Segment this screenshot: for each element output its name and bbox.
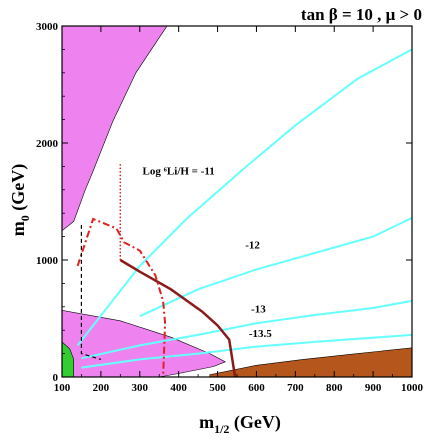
- region-excluded-top: [61, 25, 168, 232]
- annotations-layer: Log ⁶Li/H = -11 -12 -13 -13.5: [143, 166, 273, 341]
- ticks-layer: 100 200 300 400 500 600 700 800 900 1000 0 1000 2000…: [36, 21, 424, 394]
- x-tick-label-600: 600: [248, 382, 265, 394]
- contours-layer: [76, 48, 413, 369]
- x-tick-label-500: 500: [209, 382, 226, 394]
- region-charged-lsp: [209, 347, 413, 378]
- contour-line-3: [81, 333, 413, 369]
- chart-title: tan β = 10 , μ > 0: [301, 5, 422, 24]
- y-tick-label-1000: 1000: [36, 255, 59, 267]
- contour-line-2: [81, 299, 413, 360]
- contour-label-2: -13: [251, 304, 266, 316]
- x-tick-label-800: 800: [326, 382, 343, 394]
- x-tick-label-300: 300: [132, 382, 149, 394]
- y-tick-label-3000: 3000: [36, 21, 59, 33]
- x-tick-label-400: 400: [170, 382, 187, 394]
- contour-line-1: [139, 216, 413, 318]
- contour-line-0: [76, 48, 413, 347]
- region-excluded-bottom: [61, 309, 227, 378]
- y-tick-label-0: 0: [53, 372, 59, 384]
- x-tick-label-100: 100: [54, 382, 71, 394]
- line-dark-red-solid-0: [119, 258, 237, 378]
- line-black-dashed-3: [80, 224, 102, 360]
- y-tick-label-2000: 2000: [36, 138, 59, 150]
- x-tick-label-1000: 1000: [401, 382, 424, 394]
- x-axis-title: m1/2 (GeV): [199, 412, 281, 436]
- contour-label-0: Log ⁶Li/H = -11: [143, 166, 215, 178]
- extra-lines-layer: [76, 164, 237, 378]
- x-tick-label-200: 200: [93, 382, 110, 394]
- regions-layer: [61, 25, 413, 378]
- x-tick-label-900: 900: [365, 382, 382, 394]
- x-tick-label-700: 700: [287, 382, 304, 394]
- contour-label-3: -13.5: [249, 328, 272, 340]
- contour-label-1: -12: [245, 239, 260, 251]
- line-red-dashdot-1: [76, 217, 167, 378]
- y-axis-title: m0 (GeV): [8, 164, 32, 236]
